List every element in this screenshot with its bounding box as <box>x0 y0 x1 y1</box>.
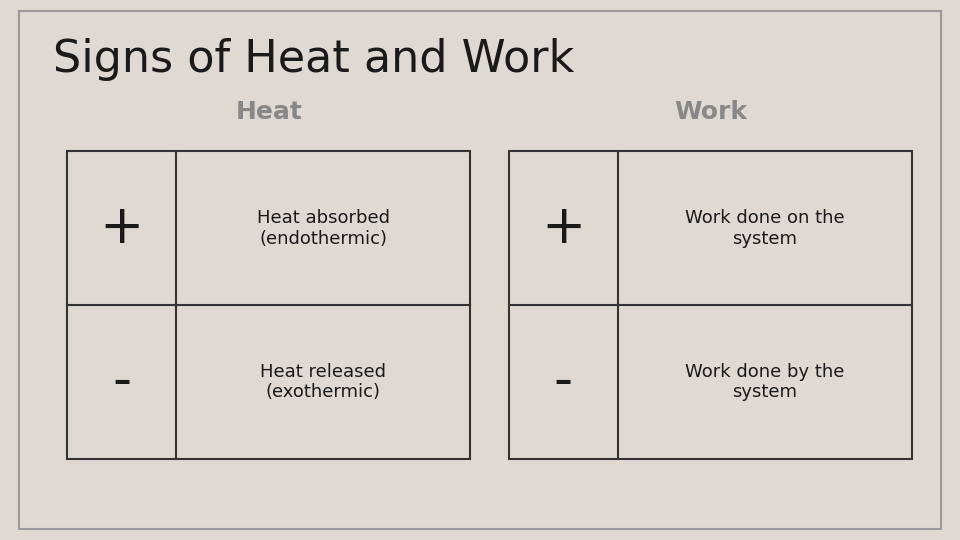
Text: -: - <box>554 356 573 408</box>
Bar <box>67 151 470 459</box>
Text: Heat: Heat <box>235 100 302 124</box>
Text: +: + <box>100 202 144 254</box>
Text: Heat absorbed
(endothermic): Heat absorbed (endothermic) <box>256 209 390 247</box>
Text: +: + <box>541 202 586 254</box>
Text: -: - <box>112 356 132 408</box>
Text: Heat released
(exothermic): Heat released (exothermic) <box>260 363 386 401</box>
Text: Work done by the
system: Work done by the system <box>685 363 845 401</box>
Text: Work done on the
system: Work done on the system <box>685 209 845 247</box>
Text: Work: Work <box>674 100 747 124</box>
Bar <box>509 151 912 459</box>
Text: Signs of Heat and Work: Signs of Heat and Work <box>53 38 574 81</box>
